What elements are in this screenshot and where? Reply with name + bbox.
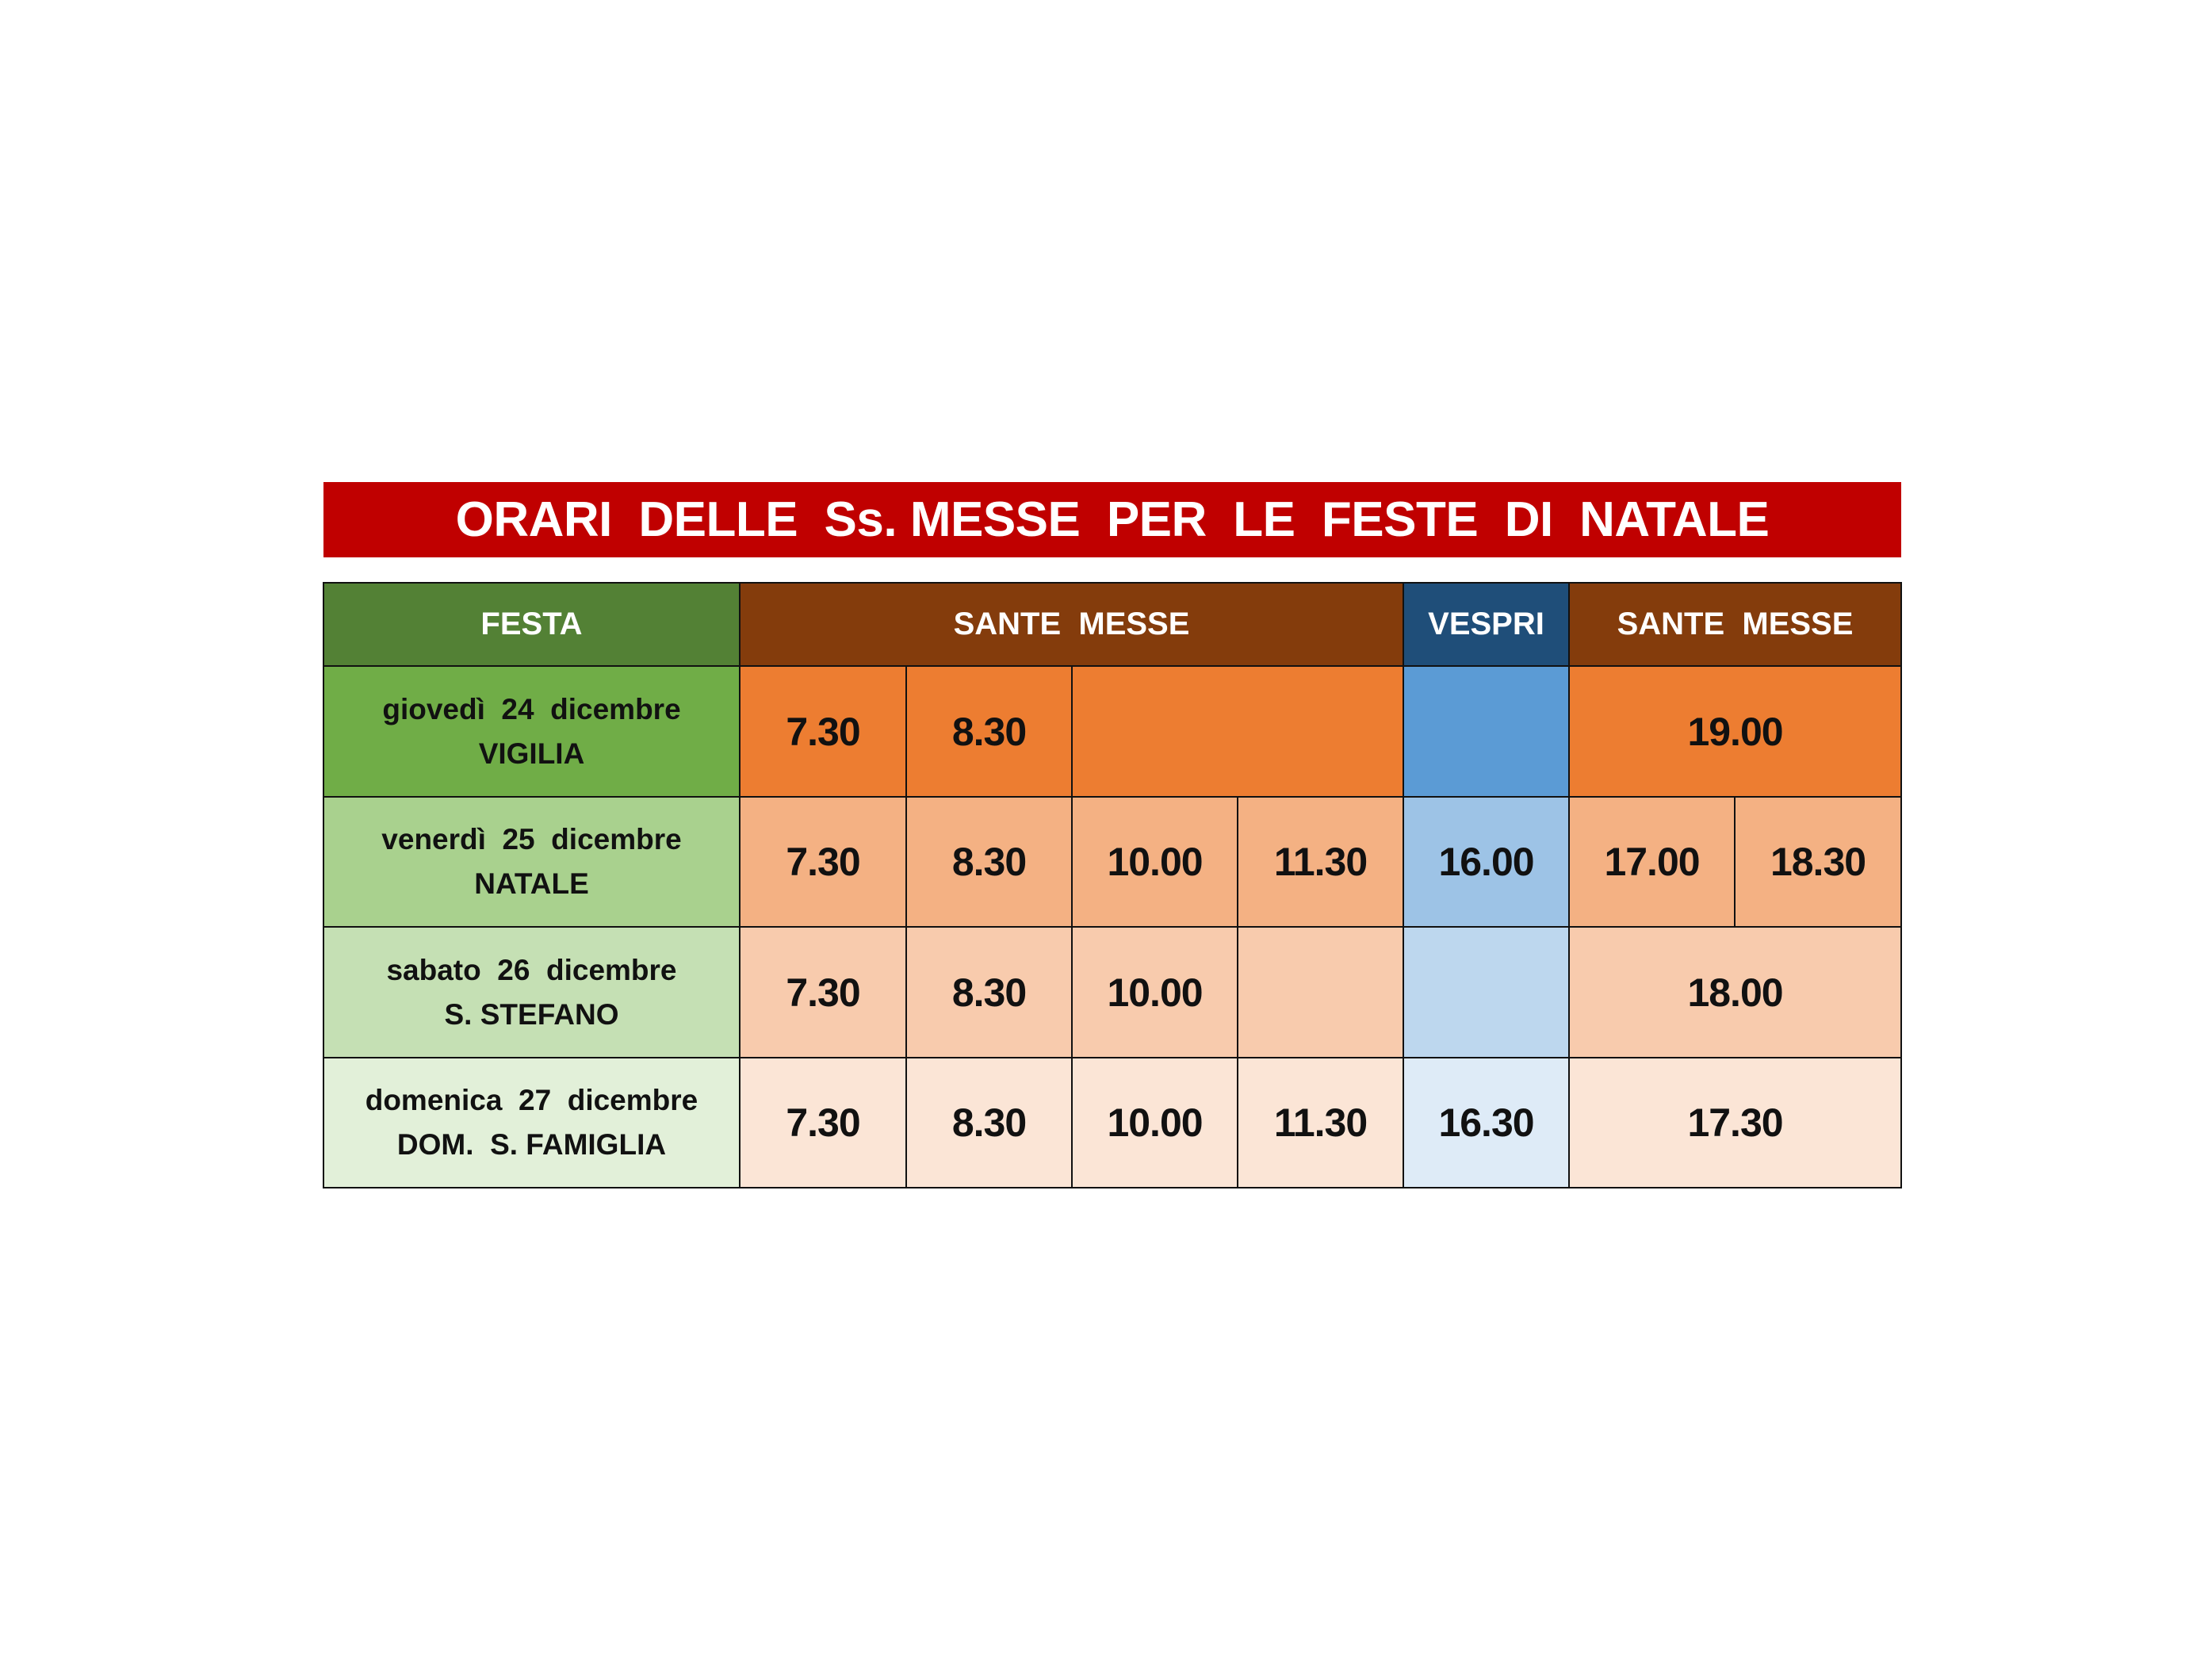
festa-name: NATALE — [474, 867, 589, 900]
festa-day: giovedì 24 dicembre — [382, 692, 681, 725]
vespri-cell: 16.30 — [1403, 1057, 1570, 1188]
mass-time: 11.30 — [1273, 840, 1368, 884]
mass-time-cell: 7.30 — [739, 796, 907, 928]
festa-cell: giovedì 24 dicembre VIGILIA — [323, 665, 741, 798]
mass-time: 17.00 — [1604, 840, 1700, 884]
header-label: VESPRI — [1428, 607, 1544, 641]
mass-time: 8.30 — [951, 1100, 1027, 1145]
festa-day: venerdì 25 dicembre — [381, 823, 682, 855]
vespri-cell: 16.00 — [1403, 796, 1570, 928]
header-sante-messe-evening: SANTE MESSE — [1568, 582, 1902, 667]
festa-name: VIGILIA — [478, 737, 585, 770]
festa-name: DOM. S. FAMIGLIA — [396, 1128, 667, 1161]
mass-time: 7.30 — [786, 840, 860, 884]
mass-time: 18.30 — [1770, 840, 1866, 884]
mass-time: 8.30 — [951, 970, 1027, 1015]
header-vespri: VESPRI — [1403, 582, 1570, 667]
mass-time-cell: 8.30 — [905, 926, 1073, 1058]
mass-time-cell: 10.00 — [1071, 1057, 1238, 1188]
vespri-cell — [1403, 665, 1570, 798]
mass-time: 8.30 — [951, 840, 1027, 884]
mass-time-cell: 10.00 — [1071, 796, 1238, 928]
mass-time-cell: 18.00 — [1568, 926, 1902, 1058]
festa-cell: sabato 26 dicembre S. STEFANO — [323, 926, 741, 1058]
mass-time-cell — [1071, 665, 1404, 798]
mass-time: 7.30 — [786, 709, 860, 754]
mass-time: 18.00 — [1687, 970, 1783, 1015]
mass-time-cell: 7.30 — [739, 926, 907, 1058]
mass-time: 7.30 — [786, 970, 860, 1015]
mass-time-cell: 7.30 — [739, 1057, 907, 1188]
header-festa: FESTA — [323, 582, 741, 667]
mass-time: 7.30 — [786, 1100, 860, 1145]
mass-time-cell — [1237, 926, 1404, 1058]
vespri-time: 16.30 — [1438, 1100, 1534, 1145]
festa-day: sabato 26 dicembre — [386, 953, 677, 986]
header-sante-messe: SANTE MESSE — [739, 582, 1404, 667]
vespri-cell — [1403, 926, 1570, 1058]
festa-cell: domenica 27 dicembre DOM. S. FAMIGLIA — [323, 1057, 741, 1188]
header-label: FESTA — [480, 607, 583, 641]
header-label: SANTE MESSE — [953, 607, 1190, 641]
mass-time-cell: 7.30 — [739, 665, 907, 798]
page-title: ORARI DELLE Ss. MESSE PER LE FESTE DI NA… — [323, 482, 1901, 557]
mass-time-cell: 17.30 — [1568, 1057, 1902, 1188]
vespri-time: 16.00 — [1438, 840, 1534, 884]
mass-time-cell: 17.00 — [1568, 796, 1736, 928]
mass-time-cell: 11.30 — [1237, 1057, 1404, 1188]
mass-time: 19.00 — [1687, 709, 1783, 754]
festa-name: S. STEFANO — [444, 997, 619, 1031]
mass-time-cell: 8.30 — [905, 665, 1073, 798]
mass-time: 17.30 — [1687, 1100, 1783, 1145]
mass-time: 10.00 — [1107, 840, 1203, 884]
mass-time-cell: 8.30 — [905, 796, 1073, 928]
mass-time-cell: 11.30 — [1237, 796, 1404, 928]
mass-time-cell: 8.30 — [905, 1057, 1073, 1188]
mass-time-cell: 19.00 — [1568, 665, 1902, 798]
mass-time: 11.30 — [1273, 1100, 1368, 1145]
festa-cell: venerdì 25 dicembre NATALE — [323, 796, 741, 928]
mass-time: 10.00 — [1107, 1100, 1203, 1145]
mass-time: 8.30 — [951, 709, 1027, 754]
mass-time: 10.00 — [1107, 970, 1203, 1015]
festa-day: domenica 27 dicembre — [365, 1084, 698, 1116]
mass-time-cell: 10.00 — [1071, 926, 1238, 1058]
header-label: SANTE MESSE — [1617, 607, 1854, 641]
mass-time-cell: 18.30 — [1734, 796, 1902, 928]
